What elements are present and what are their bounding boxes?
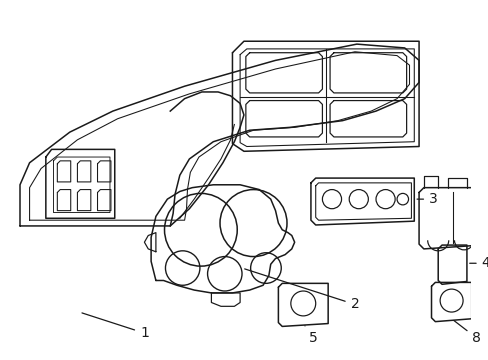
Text: 8: 8 <box>453 320 480 345</box>
Text: 7: 7 <box>0 359 1 360</box>
Text: 3: 3 <box>416 192 437 206</box>
Text: 1: 1 <box>82 313 148 340</box>
Text: 10: 10 <box>0 359 1 360</box>
Text: 2: 2 <box>244 269 359 311</box>
Text: 9: 9 <box>0 359 1 360</box>
Text: 4: 4 <box>469 256 488 270</box>
Text: 6: 6 <box>0 359 1 360</box>
Text: 5: 5 <box>305 326 318 345</box>
